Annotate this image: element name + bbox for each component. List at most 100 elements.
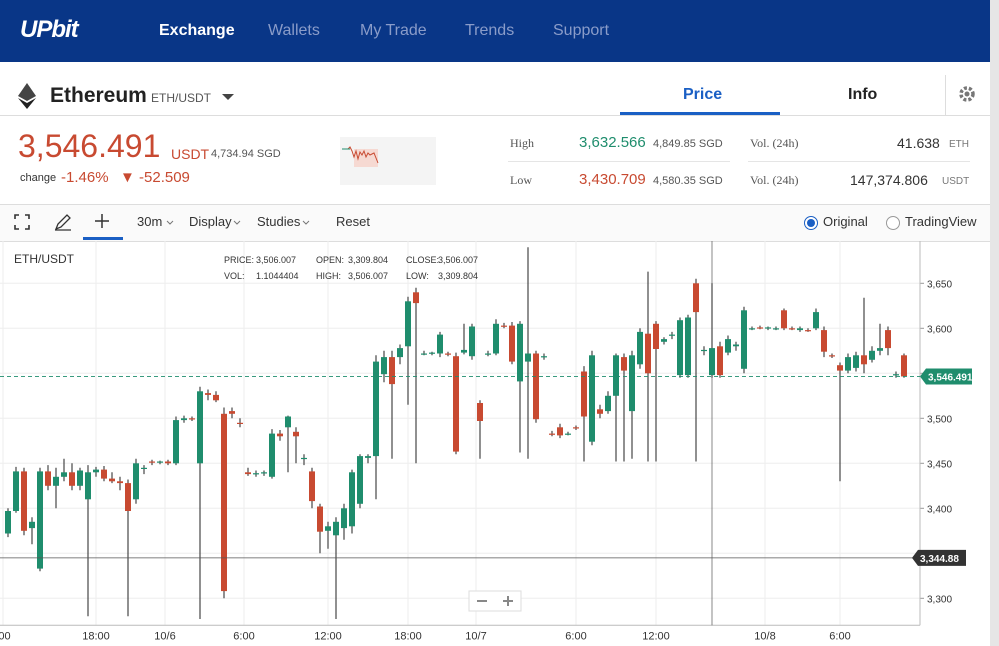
candle-body — [725, 339, 731, 353]
candle-body — [861, 355, 867, 365]
zoom-controls[interactable] — [468, 590, 522, 612]
fullscreen-icon[interactable] — [14, 214, 30, 230]
tab-info[interactable]: Info — [848, 86, 878, 103]
nav-item[interactable]: Wallets — [268, 22, 320, 39]
x-tick-label: 12:00 — [314, 630, 342, 642]
radio-off[interactable] — [885, 215, 901, 231]
candle-body — [53, 476, 59, 486]
vol-label: Vol. (24h) — [750, 173, 799, 187]
settings-icon[interactable] — [958, 85, 976, 103]
sparkline — [340, 137, 436, 185]
candle-body — [637, 331, 643, 365]
toolbar — [0, 204, 990, 242]
candle-body — [661, 339, 667, 342]
info-value: 3,309.804 — [438, 271, 478, 281]
candle-body — [333, 521, 339, 536]
nav-item[interactable]: Trends — [465, 22, 515, 39]
y-tick-label: 3,400 — [927, 504, 952, 515]
x-tick-label: 18:00 — [394, 630, 422, 642]
candle-body — [781, 310, 787, 329]
candle-body — [317, 506, 323, 532]
x-tick-label: :00 — [0, 630, 11, 642]
nav-item[interactable]: Support — [553, 22, 610, 39]
y-tick-label: 3,600 — [927, 324, 952, 335]
reset-button[interactable]: Reset — [336, 214, 370, 229]
candle-body — [181, 418, 187, 421]
candle-body — [653, 323, 659, 349]
candle-body — [565, 433, 571, 435]
candle-body — [813, 312, 819, 329]
candle-body — [685, 317, 691, 376]
divider — [0, 115, 990, 116]
candle-body — [869, 350, 875, 360]
candle-body — [613, 355, 619, 396]
header — [0, 0, 990, 62]
crosshair-tag — [912, 549, 966, 566]
candle-body — [517, 323, 523, 382]
x-tick-label: 18:00 — [82, 630, 110, 642]
divider — [945, 75, 946, 115]
candle-body — [309, 471, 315, 502]
candle-body — [149, 461, 155, 463]
candle-body — [573, 427, 579, 429]
y-tick-label: 3,450 — [927, 459, 952, 470]
mode-tradingview[interactable]: TradingView — [905, 214, 977, 229]
info-value: 3,506.007 — [348, 271, 388, 281]
candle-body — [325, 526, 331, 531]
coin-pair: ETH/USDT — [151, 91, 211, 105]
mode-original[interactable]: Original — [823, 214, 868, 229]
chart-symbol: ETH/USDT — [14, 252, 75, 266]
candle-body — [901, 355, 907, 377]
coin-name: Ethereum — [50, 84, 147, 107]
candle-body — [437, 334, 443, 354]
candle-body — [501, 325, 507, 327]
candle-body — [381, 357, 387, 375]
high-fiat: 4,849.85 SGD — [653, 138, 723, 150]
vol-unit: USDT — [942, 176, 970, 187]
candle-body — [757, 327, 763, 329]
x-tick-label: 10/7 — [465, 630, 486, 642]
y-tick-label: 3,650 — [927, 279, 952, 290]
info-label: LOW: — [406, 271, 429, 281]
dropdown-arrow[interactable] — [220, 92, 236, 102]
x-tick-label: 6:00 — [233, 630, 254, 642]
candle-body — [709, 348, 715, 376]
nav-item[interactable]: Exchange — [159, 22, 235, 39]
price-fiat: 4,734.94 SGD — [211, 148, 281, 160]
change-amount: ▼ -52.509 — [120, 169, 190, 186]
zoom-in[interactable] — [503, 596, 513, 606]
radio-on[interactable] — [803, 215, 819, 231]
crosshair-label: 3,344.88 — [920, 554, 959, 565]
change-label: change — [20, 172, 57, 184]
price: 3,546.491 — [18, 128, 161, 164]
nav-item[interactable]: My Trade — [360, 22, 427, 39]
candle-body — [117, 481, 123, 484]
candle-body — [741, 310, 747, 369]
interval[interactable]: 30m — [137, 214, 163, 229]
candle-body — [173, 420, 179, 464]
x-tick-label: 6:00 — [565, 630, 586, 642]
display-menu[interactable]: Display — [189, 214, 232, 229]
low-value: 3,430.709 — [579, 171, 646, 188]
candle-body — [509, 325, 515, 362]
candle-body — [581, 371, 587, 417]
scrollbar[interactable] — [990, 0, 999, 646]
crosshair-icon[interactable] — [94, 213, 110, 229]
tab-price[interactable]: Price — [683, 86, 723, 103]
candle-body — [45, 471, 51, 486]
high-value: 3,632.566 — [579, 134, 646, 151]
candle-body — [717, 346, 723, 376]
eth-icon — [18, 83, 36, 109]
info-value: 3,506.007 — [438, 255, 478, 265]
studies-menu[interactable]: Studies — [257, 214, 301, 229]
candle-body — [285, 416, 291, 428]
candle-body — [197, 391, 203, 464]
candle-body — [445, 353, 451, 355]
candle-body — [109, 478, 115, 482]
candle-body — [533, 353, 539, 420]
draw-icon[interactable] — [54, 213, 72, 231]
logo[interactable]: UPbit — [20, 16, 79, 43]
candle-body — [621, 357, 627, 371]
candle-body — [701, 349, 707, 352]
